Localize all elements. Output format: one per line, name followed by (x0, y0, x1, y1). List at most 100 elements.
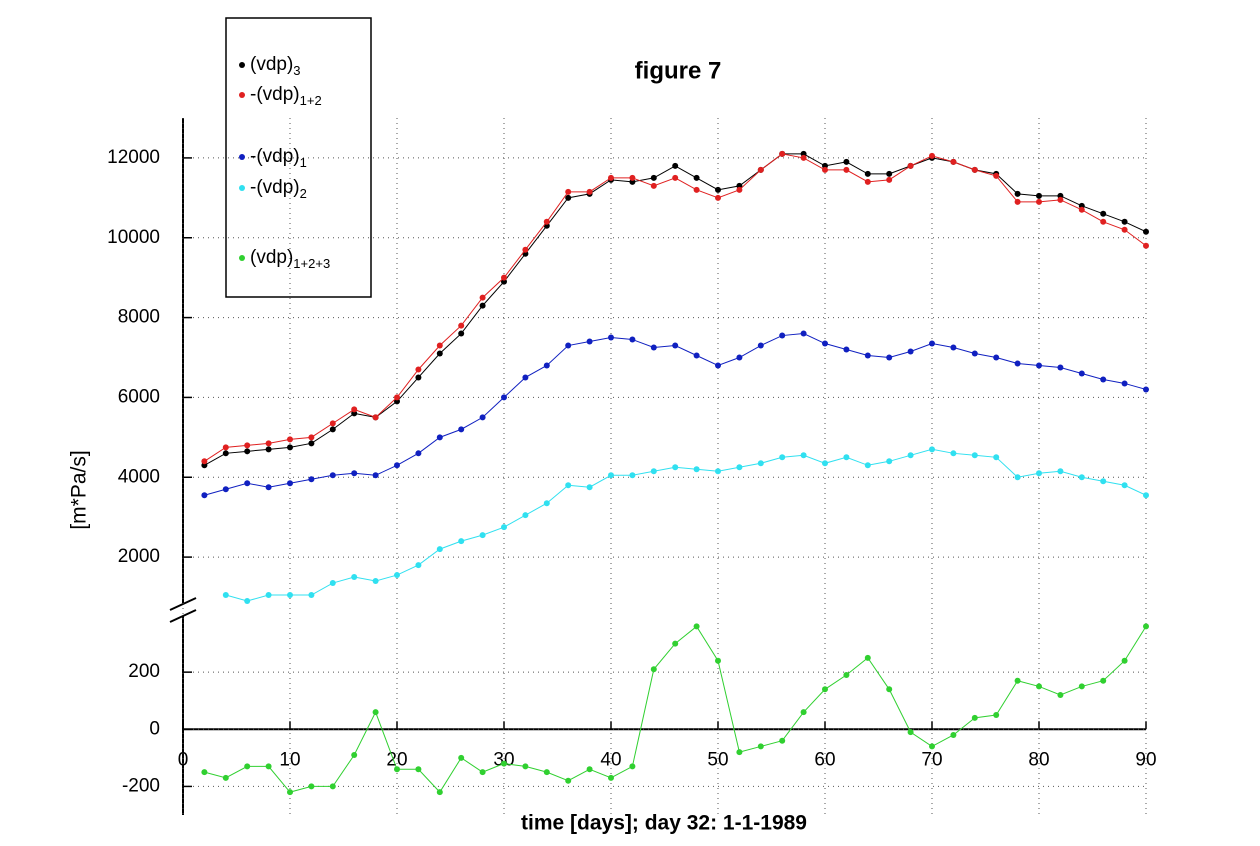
data-point (265, 446, 272, 453)
data-point (394, 572, 400, 579)
legend-label: (vdp)3 (250, 54, 301, 78)
data-point (351, 470, 358, 477)
data-point (565, 777, 572, 784)
data-point (244, 598, 251, 605)
data-point (522, 374, 529, 381)
data-point (993, 354, 1000, 361)
x-tick-label: 0 (178, 749, 189, 770)
data-point (543, 362, 550, 369)
data-point (351, 574, 358, 581)
data-point (565, 194, 572, 201)
data-point (1036, 192, 1042, 199)
data-point (265, 440, 272, 447)
legend-marker (239, 62, 245, 68)
data-point (201, 458, 208, 465)
data-point (1143, 623, 1149, 630)
data-point (864, 170, 871, 177)
data-point (672, 174, 679, 181)
data-point (907, 452, 914, 459)
data-point (501, 524, 507, 531)
data-point (1014, 190, 1021, 197)
data-point (501, 760, 507, 767)
data-point (950, 450, 957, 457)
data-point (415, 374, 422, 381)
data-point (822, 340, 828, 347)
data-point (907, 162, 914, 169)
data-point (843, 158, 850, 165)
data-point (864, 654, 871, 661)
data-point (415, 766, 422, 773)
data-point (886, 686, 893, 693)
data-point (629, 472, 636, 479)
data-point (629, 174, 636, 181)
data-point (608, 334, 614, 341)
y-tick-label: 10000 (107, 227, 160, 248)
data-point (693, 466, 700, 473)
data-point (287, 480, 293, 487)
data-point (736, 464, 743, 471)
data-point (715, 194, 721, 201)
data-point (329, 472, 336, 479)
data-point (222, 592, 229, 599)
data-point (265, 592, 272, 599)
data-point (543, 218, 550, 225)
data-point (586, 188, 593, 195)
data-point (201, 492, 208, 499)
data-point (1143, 386, 1149, 393)
data-point (543, 769, 550, 776)
data-point (650, 666, 657, 673)
data-point (372, 414, 379, 421)
data-point (1100, 478, 1107, 485)
data-point (757, 342, 764, 349)
y2-tick-label: 0 (149, 718, 160, 739)
legend-name: (vdp) (250, 54, 293, 75)
data-point (308, 592, 315, 599)
data-point (800, 154, 807, 161)
data-point (650, 344, 657, 351)
data-point (522, 246, 529, 253)
data-point (693, 352, 700, 359)
data-point (329, 426, 336, 433)
data-point (1078, 474, 1085, 481)
data-point (244, 763, 251, 770)
data-point (244, 480, 251, 487)
data-point (1121, 218, 1128, 225)
legend-name: -(vdp) (250, 177, 300, 198)
data-point (672, 464, 679, 471)
data-point (950, 344, 957, 351)
data-point (779, 150, 786, 157)
data-point (1143, 492, 1149, 499)
data-point (629, 336, 636, 343)
legend-subscript: 3 (293, 63, 300, 78)
data-point (757, 166, 764, 173)
data-point (394, 394, 400, 401)
data-point (822, 166, 828, 173)
data-point (971, 452, 978, 459)
data-point (1100, 210, 1107, 217)
y-tick-label: 8000 (118, 307, 160, 328)
data-point (1036, 683, 1042, 690)
data-point (501, 394, 507, 401)
data-point (1121, 226, 1128, 233)
data-point (308, 440, 315, 447)
data-point (372, 709, 379, 716)
data-point (458, 330, 465, 337)
data-point (458, 426, 465, 433)
data-point (843, 454, 850, 461)
data-point (1100, 376, 1107, 383)
legend-label: -(vdp)1 (250, 146, 307, 170)
data-point (436, 434, 443, 441)
legend-name: -(vdp) (250, 84, 300, 105)
data-point (308, 476, 315, 483)
data-point (886, 170, 893, 177)
legend-subscript: 1+2+3 (293, 256, 330, 271)
data-point (1036, 470, 1042, 477)
y-axis-label: [m*Pa/s] (68, 450, 91, 529)
data-point (757, 460, 764, 467)
data-point (308, 434, 315, 441)
data-point (886, 176, 893, 183)
data-point (244, 442, 251, 449)
data-point (1014, 677, 1021, 684)
data-point (779, 454, 786, 461)
